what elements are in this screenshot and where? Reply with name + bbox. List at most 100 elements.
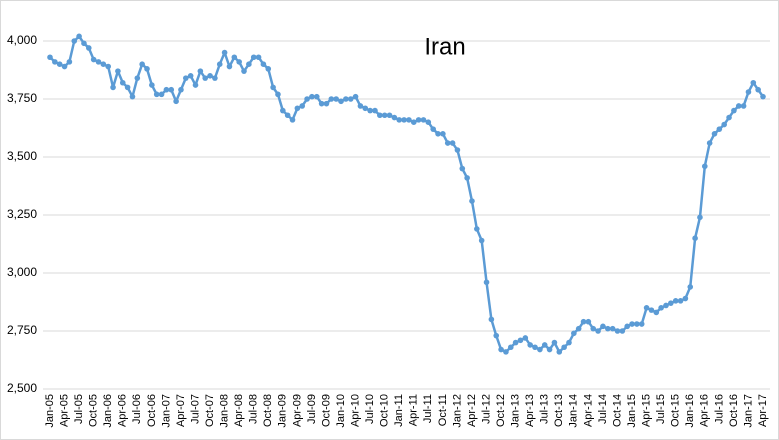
data-point <box>309 93 315 100</box>
data-point <box>280 107 286 114</box>
data-point <box>367 107 373 114</box>
data-point <box>469 198 475 204</box>
x-tick-label: Oct-10 <box>379 394 391 427</box>
data-point <box>338 98 344 105</box>
data-point <box>507 344 514 351</box>
data-point <box>144 66 150 72</box>
data-point <box>313 93 320 100</box>
data-point <box>527 342 533 348</box>
data-point <box>246 61 252 67</box>
data-point <box>546 346 553 353</box>
x-tick-label: Jan-07 <box>160 394 172 428</box>
data-point <box>323 100 330 107</box>
y-tick-label: 2,500 <box>7 381 37 395</box>
data-point <box>386 112 393 119</box>
x-tick-label: Jul-07 <box>189 394 201 424</box>
data-point <box>677 298 684 304</box>
data-point <box>474 226 480 232</box>
x-tick-label: Oct-16 <box>728 394 740 427</box>
x-tick-label: Oct-15 <box>670 394 682 427</box>
data-point <box>66 59 73 65</box>
data-point <box>134 75 141 81</box>
data-point <box>444 140 451 146</box>
data-point <box>663 302 669 309</box>
x-tick-label: Apr-10 <box>349 394 361 427</box>
data-point <box>604 325 611 332</box>
x-tick-label: Jan-17 <box>742 394 754 428</box>
x-tick-label: Jan-16 <box>684 394 696 428</box>
data-point <box>672 298 679 304</box>
data-point <box>226 63 233 70</box>
data-point <box>284 112 291 119</box>
data-point <box>100 61 107 67</box>
data-point <box>381 112 388 119</box>
data-point <box>168 86 175 93</box>
data-point <box>682 295 689 302</box>
data-point <box>250 54 257 61</box>
data-point <box>410 119 417 125</box>
x-tick-label: Jan-14 <box>568 394 580 428</box>
data-point <box>459 165 466 172</box>
data-point <box>294 105 301 112</box>
grid <box>43 40 770 390</box>
data-point <box>328 96 335 102</box>
data-point <box>81 40 87 47</box>
data-point <box>430 126 436 132</box>
data-point <box>260 61 267 67</box>
y-tick-label: 3,500 <box>7 149 37 163</box>
data-point <box>653 309 660 316</box>
data-point <box>183 75 189 81</box>
data-point <box>537 346 543 353</box>
data-point <box>566 339 572 346</box>
x-tick-label: Apr-07 <box>175 394 187 427</box>
data-point <box>406 117 412 123</box>
x-tick-label: Oct-14 <box>611 394 623 427</box>
data-point <box>503 349 509 355</box>
x-tick-label: Jan-11 <box>393 394 405 427</box>
x-tick-label: Jul-06 <box>131 394 143 424</box>
x-tick-label: Apr-13 <box>524 394 536 427</box>
x-tick-label: Jan-06 <box>102 394 114 428</box>
x-tick-label: Jan-10 <box>335 394 347 428</box>
data-point <box>105 63 112 70</box>
data-point <box>401 117 407 123</box>
x-tick-label: Jan-05 <box>44 394 56 428</box>
data-point <box>415 117 422 123</box>
data-point <box>231 54 238 61</box>
data-point <box>716 126 723 132</box>
x-tick-label: Oct-05 <box>88 394 100 427</box>
x-tick-label: Jul-13 <box>539 394 551 424</box>
data-point <box>561 344 567 351</box>
data-point <box>357 103 364 109</box>
data-point <box>731 107 737 114</box>
data-point <box>735 103 742 109</box>
data-point <box>95 59 102 65</box>
data-point <box>740 103 747 109</box>
data-point <box>541 342 548 348</box>
data-point <box>706 140 713 146</box>
x-tick-label: Jul-09 <box>306 394 318 424</box>
x-tick-label: Jul-16 <box>713 394 725 424</box>
data-point <box>61 63 68 70</box>
x-tick-label: Apr-09 <box>291 394 303 427</box>
data-point <box>289 117 296 123</box>
y-tick-label: 3,000 <box>7 265 37 279</box>
x-tick-label: Jul-12 <box>480 394 492 424</box>
data-point <box>624 323 630 330</box>
data-point <box>52 59 58 65</box>
data-point <box>47 54 53 61</box>
x-tick-label: Jan-09 <box>277 394 289 428</box>
x-tick-label: Jul-10 <box>364 394 376 424</box>
data-point <box>440 131 446 137</box>
chart-title: Iran <box>424 33 465 60</box>
data-point <box>571 330 577 337</box>
data-point <box>163 86 170 93</box>
x-tick-label: Apr-11 <box>408 394 420 426</box>
x-tick-label: Apr-15 <box>640 394 652 427</box>
data-point <box>580 318 587 325</box>
x-tick-label: Oct-11 <box>437 394 449 426</box>
data-point <box>178 86 184 93</box>
data-point <box>619 328 626 334</box>
data-point <box>343 96 349 102</box>
data-point <box>352 93 359 100</box>
